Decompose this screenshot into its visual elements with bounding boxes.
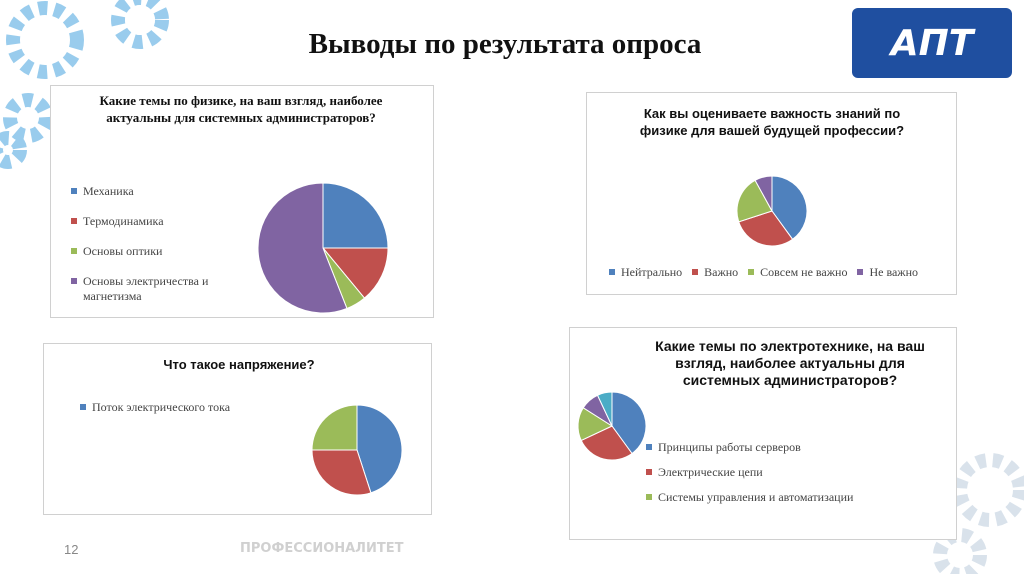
legend-item: Основы электричества и магнетизма (71, 274, 241, 304)
chart-box: Что такое напряжение? Поток электрическог… (43, 343, 432, 515)
legend: Механика Термодинамика Основы оптики Основы… (71, 184, 241, 319)
legend-item: Нейтрально (609, 265, 682, 280)
legend-item: Термодинамика (71, 214, 241, 229)
pie-slice (356, 404, 403, 494)
legend-swatch (692, 269, 699, 275)
legend-label: Термодинамика (83, 214, 164, 228)
pie-slice (596, 391, 613, 427)
legend: Поток электрического тока (80, 400, 300, 415)
chart-box: Какие темы по физике, на ваш взгляд, наи… (50, 85, 434, 318)
pie (577, 391, 647, 461)
legend-item: Механика (71, 184, 241, 199)
pie-slice (738, 210, 794, 247)
legend-swatch (748, 269, 755, 275)
pie-slice (736, 179, 773, 223)
chart-title: Что такое напряжение? (163, 357, 315, 372)
pie (311, 404, 403, 496)
legend-item: Основы оптики (71, 244, 241, 259)
pie-slice (322, 182, 389, 249)
chart-title: Какие темы по электротехнике, на ваш взг… (655, 338, 925, 388)
legend-swatch (609, 269, 615, 275)
legend: Принципы работы серверов Электрические це… (646, 440, 946, 515)
pie (736, 175, 808, 247)
legend-swatch (646, 494, 652, 500)
legend-label: Электрические цепи (658, 465, 763, 479)
slide-title: Выводы по результата опроса (308, 28, 702, 60)
pie-slice (257, 182, 348, 314)
pie-slice (771, 175, 808, 241)
pie (257, 182, 389, 314)
legend-swatch (71, 218, 77, 224)
legend-swatch (80, 404, 86, 410)
legend-item: Важно (692, 265, 738, 280)
legend-label: Не важно (869, 265, 919, 279)
legend-item: Принципы работы серверов (646, 440, 946, 455)
legend-swatch (646, 444, 652, 450)
legend-item: Электрические цепи (646, 465, 946, 480)
legend-label: Поток электрического тока (92, 400, 231, 414)
logo: АПТ (888, 23, 976, 64)
pie-slice (321, 247, 389, 299)
legend-label: Важно (704, 265, 739, 279)
legend-item: Поток электрического тока (80, 400, 300, 415)
legend-label: Нейтрально (621, 265, 683, 279)
legend-swatch (857, 269, 864, 275)
legend-label: Совсем не важно (760, 265, 848, 279)
legend-item: Системы управления и автоматизации (646, 490, 946, 505)
legend-label: Принципы работы серверов (658, 440, 801, 454)
legend-label: Системы управления и автоматизации (658, 490, 854, 504)
legend-swatch (646, 469, 652, 475)
legend-item: Совсем не важно (748, 265, 847, 280)
pie-slice (754, 175, 773, 212)
legend-label: Механика (83, 184, 134, 198)
pie-slice (580, 425, 633, 461)
pie-slice (311, 449, 372, 496)
chart-box: Какие темы по электротехнике, на ваш взг… (569, 327, 957, 540)
footer: ПРОФЕССИОНАЛИТЕТ (240, 541, 404, 556)
pie-slice (611, 391, 647, 455)
legend-swatch (71, 188, 77, 194)
pie-slice (311, 404, 358, 451)
chart-title: Как вы оцениваете важность знаний по физ… (639, 106, 905, 138)
page-number: 12 (64, 542, 78, 557)
legend-item: Не важно (857, 265, 918, 280)
chart-title: Какие темы по физике, на ваш взгляд, наи… (99, 93, 383, 125)
legend-swatch (71, 248, 77, 254)
legend: Нейтрально Важно Совсем не важно Не важно (609, 265, 969, 280)
legend-label: Основы электричества и магнетизма (83, 274, 209, 303)
chart-box: Как вы оцениваете важность знаний по физ… (586, 92, 957, 295)
legend-label: Основы оптики (83, 244, 163, 258)
legend-swatch (71, 278, 77, 284)
